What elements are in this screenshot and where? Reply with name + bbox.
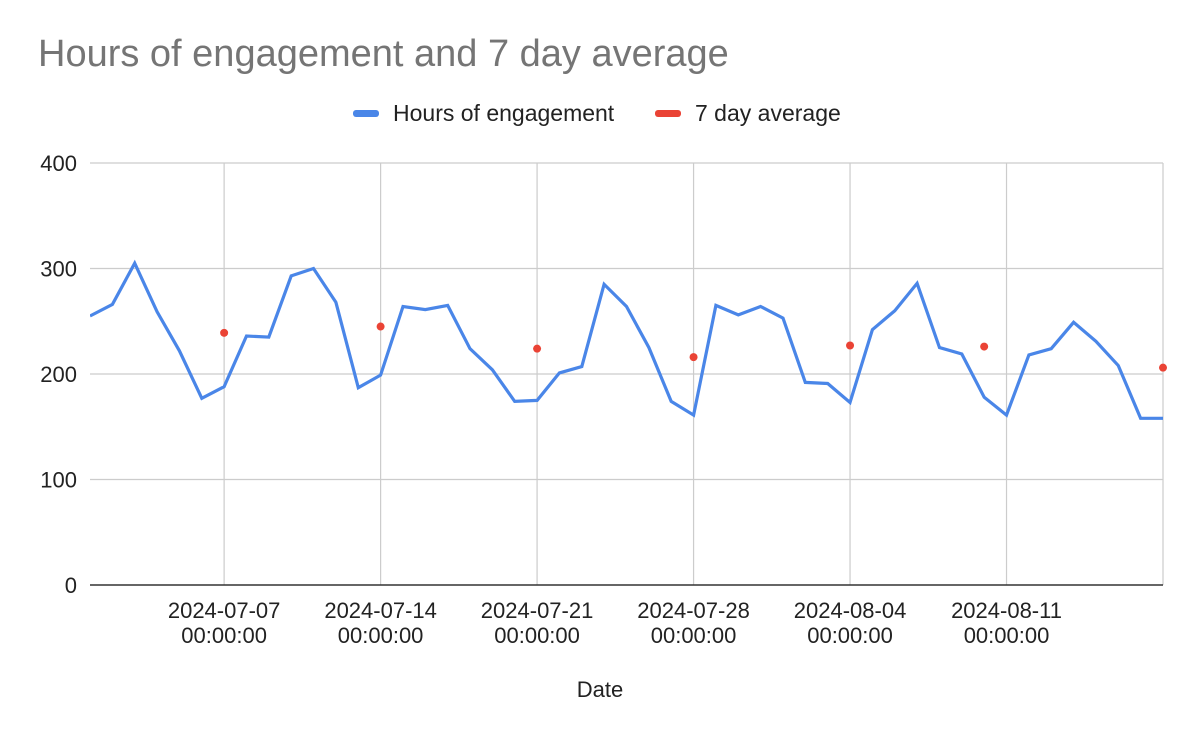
- x-tick-label: 2024-07-07 00:00:00: [168, 598, 281, 648]
- series-point-7-day-average[interactable]: [533, 344, 542, 353]
- chart-title: Hours of engagement and 7 day average: [38, 33, 729, 75]
- legend-swatch-average: [655, 109, 681, 117]
- x-axis-label: Date: [576, 677, 624, 702]
- x-tick-label: 2024-07-21 00:00:00: [481, 598, 594, 648]
- x-tick-label: 2024-08-04 00:00:00: [794, 598, 907, 648]
- legend-swatch-hours: [353, 109, 379, 117]
- legend-label-hours: Hours of engagement: [393, 99, 615, 126]
- y-tick-label: 0: [65, 573, 77, 598]
- y-tick-label: 100: [40, 468, 77, 493]
- y-tick-label: 200: [40, 362, 77, 387]
- legend: Hours of engagement 7 day average: [0, 98, 1200, 128]
- y-tick-label: 400: [40, 151, 77, 176]
- legend-item-average[interactable]: 7 day average: [655, 98, 841, 128]
- legend-label-average: 7 day average: [695, 99, 841, 126]
- series-point-7-day-average[interactable]: [1159, 363, 1167, 372]
- series-point-7-day-average[interactable]: [689, 353, 698, 362]
- series-point-7-day-average[interactable]: [376, 322, 385, 331]
- x-tick-label: 2024-07-28 00:00:00: [637, 598, 750, 648]
- legend-item-hours[interactable]: Hours of engagement: [353, 98, 614, 128]
- y-tick-label: 300: [40, 257, 77, 282]
- x-tick-label: 2024-08-11 00:00:00: [951, 598, 1062, 648]
- series-line-hours-of-engagement[interactable]: [90, 259, 1163, 420]
- series-point-7-day-average[interactable]: [220, 328, 229, 337]
- x-tick-label: 2024-07-14 00:00:00: [324, 598, 437, 648]
- series-point-7-day-average[interactable]: [846, 341, 855, 350]
- series-point-7-day-average[interactable]: [980, 342, 989, 351]
